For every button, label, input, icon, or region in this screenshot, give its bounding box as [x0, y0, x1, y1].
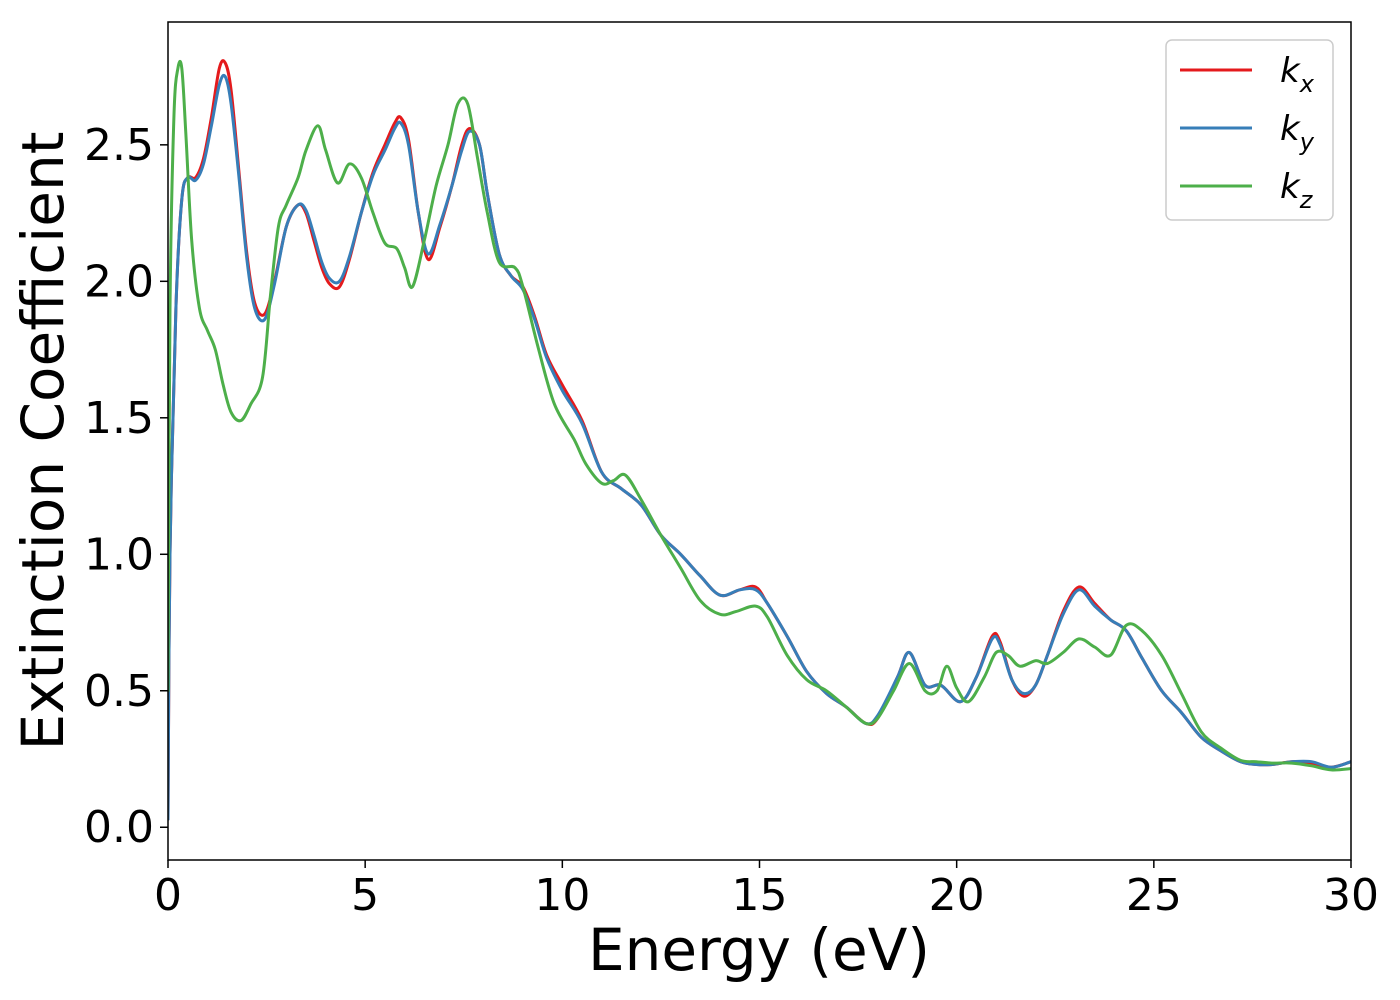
legend-label-y: ky — [1280, 109, 1315, 156]
series-line-y — [168, 73, 1351, 821]
x-tick-label: 10 — [534, 870, 590, 921]
y-tick-label: 0.5 — [84, 666, 154, 717]
y-axis-ticks: 0.0 0.5 1.0 1.5 2.0 2.5 — [84, 120, 168, 853]
x-tick-label: 25 — [1126, 870, 1182, 921]
y-tick-label: 2.0 — [84, 256, 154, 307]
x-tick-label: 0 — [154, 870, 182, 921]
legend-box — [1165, 39, 1334, 221]
x-tick-label: 30 — [1323, 870, 1379, 921]
y-axis-title: Extinction Coefficient — [9, 132, 77, 751]
x-tick-label: 5 — [351, 870, 379, 921]
y-tick-label: 2.5 — [84, 120, 154, 171]
y-tick-label: 0.0 — [84, 802, 154, 853]
x-axis-title: Energy (eV) — [588, 916, 930, 984]
legend-label-x: kx — [1280, 51, 1315, 98]
series-layer — [168, 59, 1351, 821]
series-line-z — [168, 59, 1351, 772]
y-tick-label: 1.5 — [84, 393, 154, 444]
legend: kx ky kz — [1165, 39, 1334, 221]
x-tick-label: 15 — [732, 870, 788, 921]
x-tick-label: 20 — [929, 870, 985, 921]
x-axis-ticks: 0 5 10 15 20 25 30 — [154, 860, 1379, 921]
legend-label-z: kz — [1280, 167, 1314, 214]
y-tick-label: 1.0 — [84, 529, 154, 580]
